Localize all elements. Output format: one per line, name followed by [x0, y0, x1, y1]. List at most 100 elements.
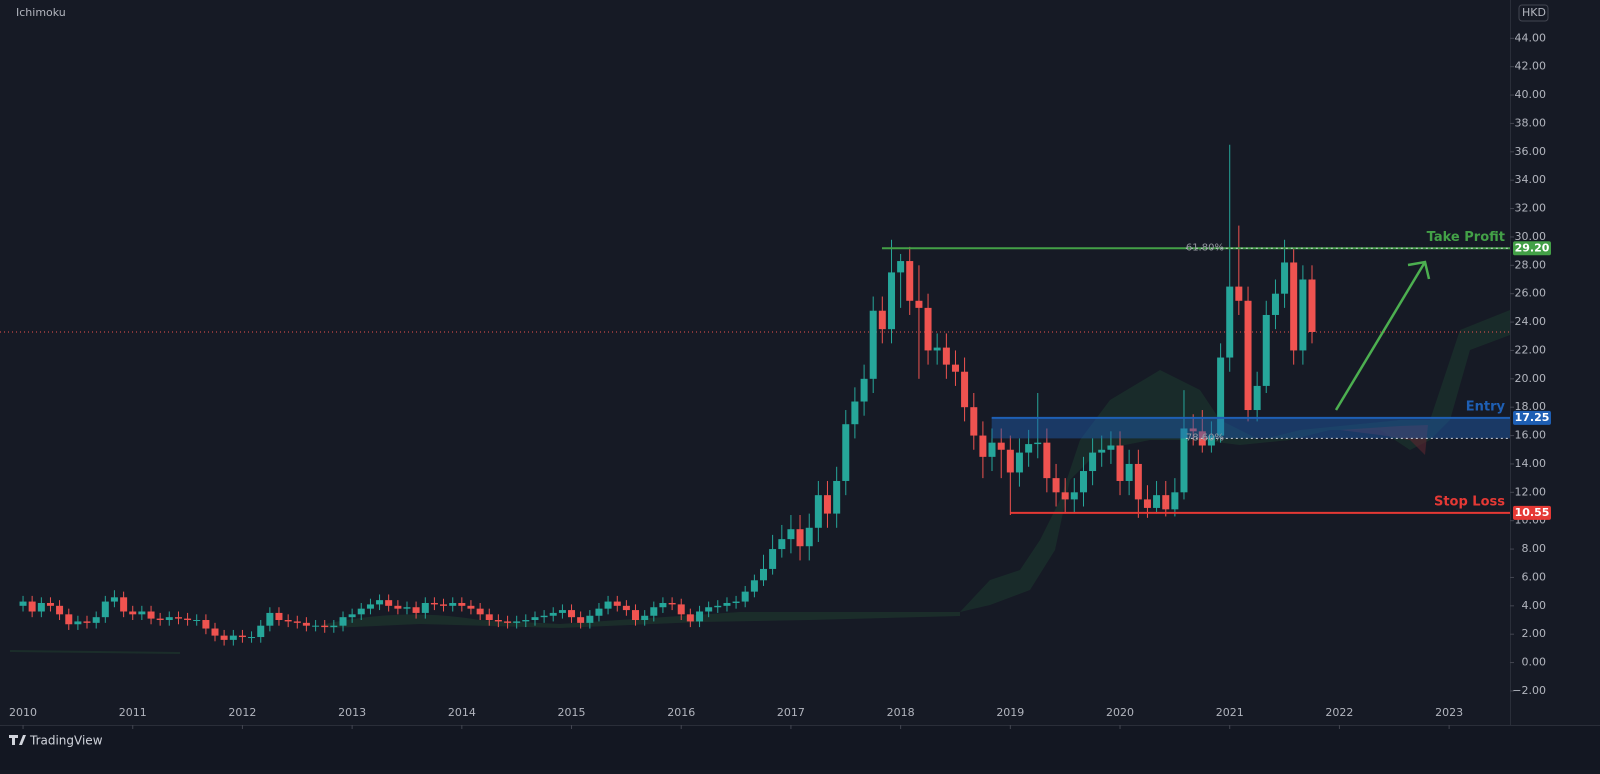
- candle-body: [147, 611, 155, 619]
- candle-body: [1189, 428, 1197, 432]
- y-tick-label: 2.00: [1522, 627, 1547, 640]
- candle-body: [28, 601, 36, 612]
- y-tick-label: 38.00: [1515, 116, 1547, 129]
- candle-body: [888, 272, 896, 330]
- candle-body: [184, 618, 192, 621]
- x-tick-label: 2023: [1435, 706, 1463, 719]
- level-tag: [1513, 505, 1551, 520]
- candle-body: [696, 611, 704, 622]
- x-tick-label: 2017: [777, 706, 805, 719]
- candle-body: [321, 625, 329, 628]
- candle-body: [440, 604, 448, 606]
- ichimoku-cloud: [10, 612, 960, 654]
- candle-body: [833, 480, 841, 514]
- candle-body: [823, 495, 831, 514]
- y-tick-label: 6.00: [1522, 570, 1547, 583]
- y-tick-label: 34.00: [1515, 173, 1547, 186]
- candle-body: [860, 378, 868, 402]
- candle-body: [485, 614, 493, 621]
- candle-body: [1116, 445, 1124, 481]
- candle-body: [513, 621, 521, 623]
- candle-body: [988, 442, 996, 457]
- candle-body: [120, 597, 128, 612]
- candle-body: [1134, 463, 1142, 500]
- candle-body: [376, 600, 384, 605]
- candle-body: [165, 617, 173, 621]
- level-tag: [1513, 241, 1551, 256]
- candle-body: [951, 364, 959, 372]
- brand: TradingView: [29, 734, 103, 748]
- candle-body: [138, 611, 146, 615]
- candle-body: [613, 601, 621, 606]
- candle-body: [110, 597, 118, 602]
- y-tick-label: 16.00: [1515, 429, 1547, 442]
- x-tick-label: 2020: [1106, 706, 1134, 719]
- level-name: Stop Loss: [1434, 494, 1505, 509]
- candle-body: [211, 628, 219, 636]
- candle-body: [421, 602, 429, 613]
- candle-body: [668, 602, 676, 605]
- y-tick-label: 18.00: [1515, 400, 1547, 413]
- candle-body: [851, 401, 859, 425]
- indicator-label: Ichimoku: [16, 6, 66, 19]
- candle-body: [1217, 357, 1225, 436]
- y-tick-label: 30.00: [1515, 230, 1547, 243]
- candle-body: [65, 614, 73, 625]
- candle-body: [1070, 492, 1078, 500]
- candle-body: [193, 620, 201, 622]
- candle-body: [46, 602, 54, 606]
- x-tick-label: 2022: [1325, 706, 1353, 719]
- candle-body: [385, 600, 393, 606]
- candle-body: [366, 604, 374, 609]
- candle-body: [1061, 492, 1069, 500]
- candle-body: [631, 610, 639, 621]
- x-tick-label: 2013: [338, 706, 366, 719]
- candle-body: [1244, 300, 1252, 411]
- candle-body: [568, 610, 576, 618]
- candle-body: [595, 608, 603, 616]
- candle-body: [558, 610, 566, 613]
- x-tick-label: 2018: [887, 706, 915, 719]
- candle-body: [412, 607, 420, 613]
- candle-body: [750, 580, 758, 592]
- candle-body: [1052, 478, 1060, 493]
- candle-body: [357, 608, 365, 615]
- candle-body: [1207, 435, 1215, 446]
- candle-body: [897, 261, 905, 273]
- candle-body: [476, 608, 484, 615]
- candle-body: [677, 604, 685, 615]
- candle-body: [129, 611, 137, 615]
- currency-box: [1518, 4, 1549, 22]
- ichimoku-cloud-bear: [1340, 425, 1428, 455]
- level-tag-label: 29.20: [1515, 241, 1550, 254]
- x-tick-label: 2012: [228, 706, 256, 719]
- candle-body: [1153, 495, 1161, 508]
- candle-body: [1043, 442, 1051, 479]
- x-tick-label: 2021: [1216, 706, 1244, 719]
- x-tick-label: 2010: [9, 706, 37, 719]
- candle-body: [275, 612, 283, 621]
- candle-body: [787, 529, 795, 540]
- candle-body: [504, 621, 512, 623]
- y-tick-label: 12.00: [1515, 485, 1547, 498]
- candle-body: [56, 605, 64, 615]
- candle-body: [1281, 262, 1289, 294]
- candle-body: [1107, 445, 1115, 450]
- y-tick-label: 28.00: [1515, 258, 1547, 271]
- candle-body: [238, 635, 246, 638]
- candle-body: [842, 424, 850, 481]
- candle-body: [814, 495, 822, 528]
- currency: HKD: [1522, 6, 1546, 19]
- candle-body: [92, 617, 100, 623]
- candle-body: [83, 621, 91, 623]
- entry-zone: [991, 417, 1510, 439]
- y-tick-label: −2.00: [1512, 684, 1546, 697]
- candle-body: [878, 310, 886, 330]
- candle-body: [403, 607, 411, 609]
- footer: [0, 726, 1600, 770]
- candle-body: [494, 620, 502, 622]
- ichimoku-cloud: [960, 310, 1510, 612]
- candle-body: [449, 602, 457, 606]
- candle-body: [659, 602, 667, 608]
